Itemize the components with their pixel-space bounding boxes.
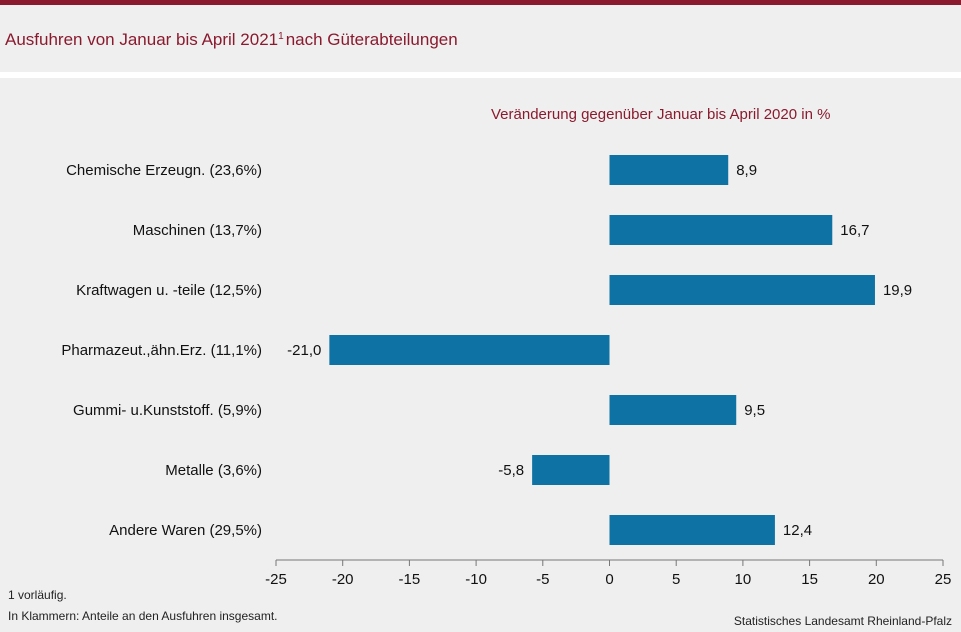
x-tick-label: -10	[465, 571, 487, 588]
x-tick-label: -25	[265, 571, 287, 588]
chart-title: Veränderung gegenüber Januar bis April 2…	[491, 106, 831, 123]
category-label: Maschinen (13,7%)	[133, 222, 262, 239]
x-tick-label: 10	[735, 571, 752, 588]
title-suffix: nach Güterabteilungen	[285, 30, 458, 49]
x-tick-label: 5	[672, 571, 680, 588]
bar	[609, 215, 833, 245]
x-tick-label: 15	[801, 571, 818, 588]
x-tick-label: 20	[868, 571, 885, 588]
data-label: 9,5	[744, 402, 765, 419]
data-label: 8,9	[736, 162, 757, 179]
data-label: 16,7	[840, 222, 869, 239]
x-tick-label: -20	[332, 571, 354, 588]
top-accent-bar	[0, 0, 961, 5]
bar	[609, 515, 775, 545]
footnote-brackets: In Klammern: Anteile an den Ausfuhren in…	[8, 609, 278, 623]
bar	[329, 335, 610, 365]
data-label: 12,4	[783, 522, 812, 539]
data-label: -5,8	[498, 462, 524, 479]
title-text: Ausfuhren von Januar bis April 2021	[5, 30, 279, 49]
bar	[609, 155, 729, 185]
category-label: Pharmazeut.,ähn.Erz. (11,1%)	[61, 342, 262, 359]
x-tick-label: 0	[605, 571, 613, 588]
x-tick-label: 25	[935, 571, 952, 588]
category-label: Kraftwagen u. -teile (12,5%)	[76, 282, 262, 299]
header-divider	[0, 72, 961, 78]
page-title: Ausfuhren von Januar bis April 20211 nach…	[5, 30, 458, 50]
data-label: -21,0	[287, 342, 321, 359]
source-credit: Statistisches Landesamt Rheinland-Pfalz	[733, 614, 952, 628]
x-tick-label: -5	[536, 571, 549, 588]
category-label: Gummi- u.Kunststoff. (5,9%)	[73, 402, 262, 419]
bar	[609, 395, 737, 425]
x-tick-label: -15	[399, 571, 421, 588]
category-label: Andere Waren (29,5%)	[109, 522, 262, 539]
category-label: Metalle (3,6%)	[165, 462, 262, 479]
title-footnote-mark: 1	[278, 31, 284, 42]
footnote-preliminary: 1 vorläufig.	[8, 588, 67, 602]
category-label: Chemische Erzeugn. (23,6%)	[66, 162, 262, 179]
bar	[532, 455, 610, 485]
bar	[609, 275, 875, 305]
data-label: 19,9	[883, 282, 912, 299]
